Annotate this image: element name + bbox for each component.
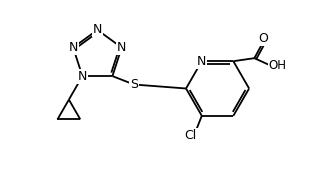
Text: N: N — [93, 23, 102, 36]
Text: N: N — [117, 41, 127, 54]
Text: N: N — [197, 55, 206, 68]
Text: N: N — [78, 70, 87, 83]
Text: OH: OH — [268, 59, 286, 72]
Text: O: O — [258, 32, 268, 45]
Text: N: N — [68, 41, 78, 54]
Text: Cl: Cl — [184, 129, 197, 142]
Text: S: S — [130, 78, 138, 91]
